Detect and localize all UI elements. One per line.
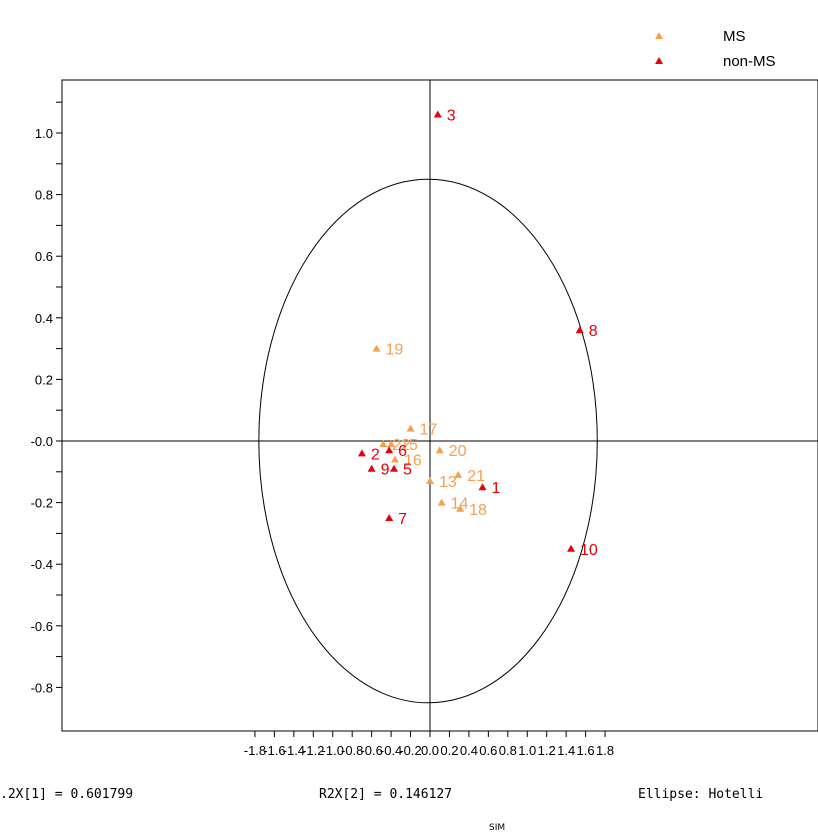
r2x2-readout: R2X[2] = 0.146127 — [319, 787, 453, 802]
data-point-label: 17 — [420, 422, 438, 439]
x-tick-label: -1.2 — [302, 743, 324, 758]
data-point-label: 2 — [371, 446, 380, 463]
data-point-label: 18 — [469, 502, 487, 519]
data-point-label: 21 — [467, 468, 485, 485]
y-tick-label: -0.2 — [31, 496, 53, 511]
data-point-marker — [437, 498, 446, 506]
data-point-marker — [372, 344, 381, 352]
x-tick-label: 1.2 — [538, 743, 556, 758]
x-tick-label: -0.6 — [360, 743, 382, 758]
data-point-marker — [385, 446, 394, 454]
data-point-label: 10 — [580, 542, 598, 559]
data-point-label: 20 — [449, 443, 467, 460]
data-point-marker — [379, 440, 388, 448]
legend-label: MS — [723, 28, 746, 45]
x-tick-label: -1.4 — [283, 743, 305, 758]
y-tick-label: 0.8 — [35, 188, 53, 203]
data-point-marker — [435, 446, 444, 454]
x-tick-label: 0.8 — [499, 743, 517, 758]
y-tick-label: 1.0 — [35, 126, 53, 141]
x-tick-label: -1.6 — [263, 743, 285, 758]
data-point-marker — [454, 470, 463, 478]
data-point-marker — [387, 440, 396, 448]
data-point-label: 15 — [400, 437, 418, 454]
data-point-marker — [390, 464, 399, 472]
x-tick-label: 1.8 — [596, 743, 614, 758]
x-tick-label: -1.8 — [244, 743, 266, 758]
x-tick-label: -0.8 — [341, 743, 363, 758]
data-point-label: 8 — [589, 323, 598, 340]
data-point-label: 7 — [398, 511, 407, 528]
y-tick-label: -0.6 — [31, 619, 53, 634]
data-point-marker — [575, 326, 584, 334]
data-point-label: 5 — [403, 462, 412, 479]
y-tick-label: 0.2 — [35, 372, 53, 387]
x-tick-label: 1.6 — [577, 743, 595, 758]
data-point-label: 6 — [398, 443, 407, 460]
data-point-marker — [390, 455, 399, 463]
data-point-label: 19 — [386, 342, 404, 359]
data-point-marker — [567, 544, 576, 552]
x-tick-label: -0.2 — [399, 743, 421, 758]
data-point-label: 22 — [392, 437, 410, 454]
y-tick-label: -0.4 — [31, 557, 53, 572]
data-point-marker — [385, 514, 394, 521]
data-point-label: 3 — [447, 108, 456, 125]
legend-label: non-MS — [723, 53, 776, 70]
x-tick-label: -0.4 — [380, 743, 402, 758]
data-point-marker — [433, 110, 442, 118]
y-tick-label: 0.4 — [35, 311, 53, 326]
x-tick-label: 0.6 — [479, 743, 497, 758]
x-tick-label: 1.0 — [518, 743, 536, 758]
y-tick-label: 0.6 — [35, 249, 53, 264]
data-point-marker — [456, 504, 465, 512]
ellipse-readout: Ellipse: Hotelli — [638, 787, 764, 802]
x-tick-label: 0.0 — [421, 743, 439, 758]
data-point-label: 1 — [492, 480, 501, 497]
data-point-marker — [426, 477, 434, 485]
data-point-label: 14 — [451, 496, 469, 513]
x-tick-label: 0.4 — [460, 743, 478, 758]
x-tick-label: 1.4 — [557, 743, 575, 758]
data-point-marker — [478, 483, 487, 491]
data-point-marker — [357, 449, 366, 457]
y-tick-label: -0.8 — [31, 680, 53, 695]
simca-label: SIM — [489, 823, 506, 833]
x-tick-label: -1.0 — [322, 743, 344, 758]
legend-marker — [655, 32, 663, 39]
y-tick-label: -0.0 — [31, 434, 53, 449]
data-point-label: 16 — [404, 452, 422, 469]
data-point-label: 9 — [381, 462, 390, 479]
x-tick-label: 0.2 — [440, 743, 458, 758]
plot-frame — [61, 79, 818, 732]
data-point-marker — [367, 464, 376, 472]
legend-marker — [655, 57, 663, 64]
r2x1-readout: .2X[1] = 0.601799 — [0, 787, 134, 802]
data-point-label: 13 — [439, 474, 457, 491]
data-point-marker — [406, 424, 415, 432]
